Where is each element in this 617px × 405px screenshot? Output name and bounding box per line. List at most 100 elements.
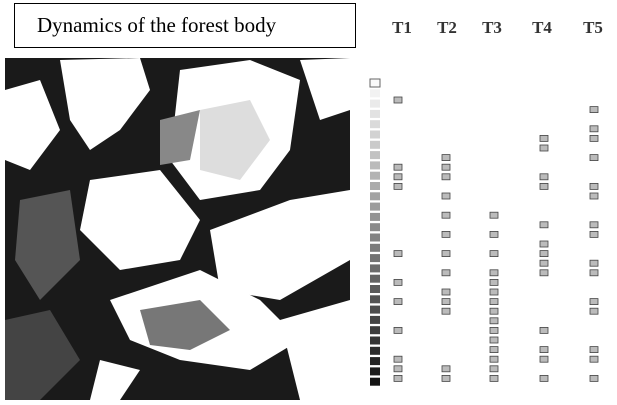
symbol — [490, 375, 498, 381]
symbol — [540, 135, 548, 141]
column-header: T5 — [583, 18, 603, 38]
title: Dynamics of the forest body — [14, 3, 356, 48]
symbol — [490, 356, 498, 362]
column-header: T2 — [437, 18, 457, 38]
symbol — [590, 356, 598, 362]
legend-swatch — [370, 192, 380, 200]
symbol — [590, 107, 598, 113]
column-header: T4 — [532, 18, 552, 38]
legend-swatch — [370, 120, 380, 128]
symbol — [442, 375, 450, 381]
symbol — [442, 308, 450, 314]
legend-swatch — [370, 110, 380, 118]
legend-swatch — [370, 264, 380, 272]
legend-swatch — [370, 244, 380, 252]
symbol — [442, 174, 450, 180]
legend-swatch — [370, 213, 380, 221]
symbol — [590, 308, 598, 314]
symbol — [490, 347, 498, 353]
symbol — [442, 251, 450, 257]
symbol — [490, 270, 498, 276]
legend-swatch — [370, 337, 380, 345]
symbol — [394, 356, 402, 362]
legend-swatch — [370, 316, 380, 324]
symbol — [540, 327, 548, 333]
symbol — [442, 270, 450, 276]
symbol — [442, 366, 450, 372]
symbol — [394, 279, 402, 285]
symbol — [490, 299, 498, 305]
legend-swatch — [370, 378, 380, 386]
gray-scale-legend — [370, 79, 380, 386]
symbol — [394, 299, 402, 305]
legend-swatch — [370, 172, 380, 180]
symbol — [490, 212, 498, 218]
symbol-columns — [394, 97, 598, 381]
symbol — [540, 260, 548, 266]
symbol — [442, 193, 450, 199]
symbol — [490, 251, 498, 257]
legend-swatch — [370, 357, 380, 365]
legend-swatch — [370, 223, 380, 231]
symbol — [442, 299, 450, 305]
figure: Dynamics of the forest body T1 T2 T3 T4 … — [0, 0, 617, 405]
symbol — [540, 251, 548, 257]
symbol — [490, 327, 498, 333]
legend-swatch — [370, 326, 380, 334]
symbol — [590, 270, 598, 276]
symbol — [394, 164, 402, 170]
symbol — [590, 126, 598, 132]
legend-swatch — [370, 79, 380, 87]
symbol — [590, 347, 598, 353]
legend-swatch — [370, 161, 380, 169]
legend-swatch — [370, 295, 380, 303]
symbol — [394, 97, 402, 103]
symbol — [540, 375, 548, 381]
legend-swatch — [370, 100, 380, 108]
symbol — [540, 222, 548, 228]
symbol — [540, 145, 548, 151]
symbol — [490, 289, 498, 295]
symbol — [442, 155, 450, 161]
legend-swatch — [370, 285, 380, 293]
symbol — [590, 299, 598, 305]
legend-swatch — [370, 182, 380, 190]
symbol — [540, 270, 548, 276]
symbol — [540, 347, 548, 353]
symbol — [540, 183, 548, 189]
symbol — [442, 164, 450, 170]
symbol — [540, 241, 548, 247]
symbol — [394, 327, 402, 333]
symbol — [590, 183, 598, 189]
symbol — [590, 260, 598, 266]
symbol — [490, 279, 498, 285]
symbol — [490, 308, 498, 314]
symbol — [590, 222, 598, 228]
symbol — [540, 356, 548, 362]
legend-swatch — [370, 131, 380, 139]
symbol — [490, 366, 498, 372]
symbol — [590, 155, 598, 161]
legend-swatch — [370, 151, 380, 159]
symbol — [590, 193, 598, 199]
column-header: T1 — [392, 18, 412, 38]
legend-swatch — [370, 347, 380, 355]
symbol — [394, 251, 402, 257]
symbol — [590, 135, 598, 141]
legend-swatch — [370, 306, 380, 314]
symbol — [394, 183, 402, 189]
symbol — [540, 174, 548, 180]
legend-swatch — [370, 141, 380, 149]
legend-swatch — [370, 367, 380, 375]
symbol — [394, 174, 402, 180]
symbol — [442, 289, 450, 295]
column-header: T3 — [482, 18, 502, 38]
symbol — [442, 212, 450, 218]
symbol — [490, 337, 498, 343]
forest-map — [5, 58, 350, 400]
symbol — [394, 366, 402, 372]
legend-swatch — [370, 275, 380, 283]
symbol — [442, 231, 450, 237]
legend-swatch — [370, 254, 380, 262]
legend-swatch — [370, 89, 380, 97]
